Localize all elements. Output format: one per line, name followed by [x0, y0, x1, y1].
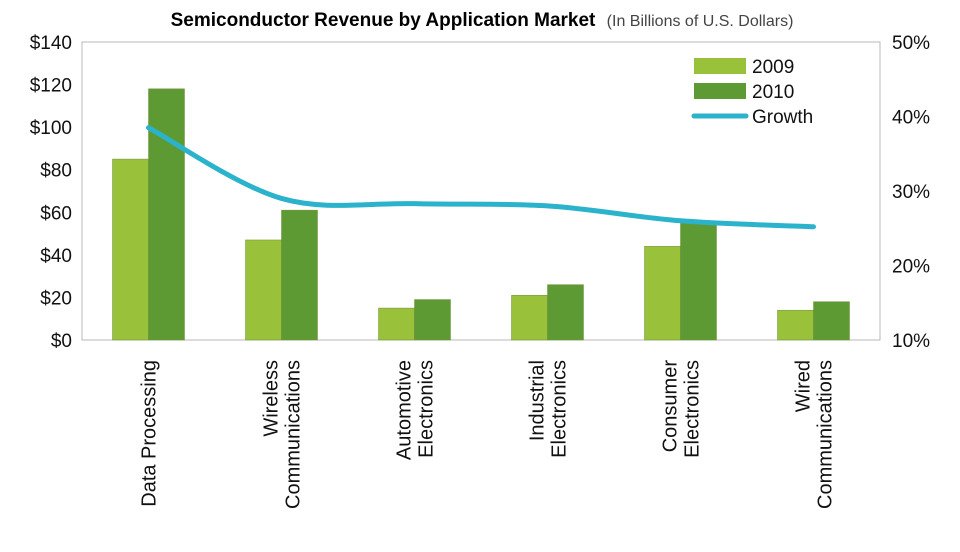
- y-tick-label: $60: [40, 203, 72, 224]
- bar-2010: [547, 284, 584, 341]
- y-tick-label: $40: [40, 246, 72, 267]
- category-label-line: Wireless: [261, 360, 283, 437]
- bar-2010: [414, 299, 451, 341]
- bar-2009: [378, 307, 415, 341]
- category-label-line: Electronics: [682, 360, 704, 458]
- bar-2009: [112, 158, 149, 341]
- bar-2010: [680, 220, 717, 341]
- chart-subtitle: (In Billions of U.S. Dollars): [607, 13, 794, 30]
- plot-area: $0 $20 $40 $60 $80 $100 $120 $140 10% 20% 30% 40% 50…: [30, 33, 930, 509]
- bar-2010: [813, 301, 850, 341]
- legend-label: Growth: [752, 107, 813, 128]
- category-label-line: Industrial: [527, 360, 549, 441]
- category-label: AutomotiveElectronics: [394, 360, 438, 460]
- y-tick-label: $120: [30, 76, 72, 97]
- category-label-line: Electronics: [549, 360, 571, 458]
- y-tick-label: $100: [30, 118, 72, 139]
- category-label: WirelessCommunications: [261, 360, 305, 509]
- category-label-line: Automotive: [394, 360, 416, 460]
- category-label-line: Communications: [815, 360, 837, 509]
- category-label-line: Wired: [793, 360, 815, 412]
- category-label: WiredCommunications: [793, 360, 837, 509]
- y-tick-label: $20: [40, 288, 72, 309]
- category-label-line: Consumer: [660, 360, 682, 453]
- y2-tick-label: 50%: [892, 33, 930, 54]
- y-tick-label: $140: [30, 33, 72, 54]
- legend-swatch-2009: [694, 58, 746, 74]
- growth-line: [146, 125, 816, 230]
- category-label: ConsumerElectronics: [660, 360, 704, 458]
- bar-2009: [777, 309, 814, 341]
- legend-label: 2010: [752, 82, 794, 103]
- bar-2010: [281, 209, 318, 341]
- bar-2009: [245, 239, 282, 341]
- bar-2009: [511, 295, 548, 341]
- legend-label: 2009: [752, 57, 794, 78]
- plot-frame: [81, 41, 881, 341]
- y2-tick-label: 20%: [892, 257, 930, 278]
- y-tick-label: $0: [51, 331, 72, 352]
- bar-2010: [148, 88, 185, 341]
- category-label-line: Electronics: [416, 360, 438, 458]
- y2-tick-label: 10%: [892, 331, 930, 352]
- category-label-line: Data Processing: [139, 360, 161, 507]
- legend-swatch-2010: [694, 83, 746, 99]
- category-label-line: Communications: [283, 360, 305, 509]
- chart-title: Semiconductor Revenue by Application Mar…: [171, 10, 794, 31]
- chart-title-main: Semiconductor Revenue by Application Mar…: [171, 10, 596, 31]
- y2-tick-label: 40%: [892, 108, 930, 129]
- y2-tick-label: 30%: [892, 182, 930, 203]
- bar-2009: [644, 246, 681, 341]
- category-label: IndustrialElectronics: [527, 360, 571, 458]
- category-label: Data Processing: [139, 360, 161, 507]
- y-tick-label: $80: [40, 161, 72, 182]
